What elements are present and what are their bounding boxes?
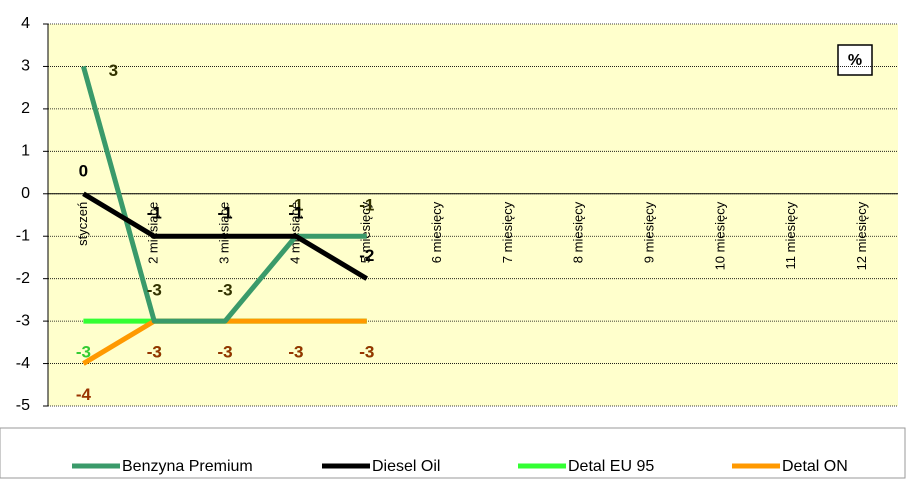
series-line bbox=[82, 191, 369, 281]
legend-label: Detal EU 95 bbox=[568, 458, 654, 475]
data-label: -3 bbox=[288, 343, 303, 362]
data-label: -2 bbox=[359, 246, 374, 265]
legend-box bbox=[0, 427, 906, 479]
y-tick-label: 0 bbox=[21, 185, 30, 202]
y-tick-label: -2 bbox=[16, 270, 30, 287]
data-label: -1 bbox=[359, 196, 374, 215]
x-tick-label: 5 miesięcy bbox=[358, 201, 373, 263]
data-label: -3 bbox=[76, 343, 91, 362]
x-tick-label: 11 miesięcy bbox=[783, 201, 798, 269]
x-tick-label: 12 miesięcy bbox=[854, 201, 869, 270]
legend-label: Benzyna Premium bbox=[122, 458, 253, 475]
y-tick-label: 1 bbox=[21, 143, 30, 160]
legend-label: Diesel Oil bbox=[372, 458, 440, 475]
data-label: -1 bbox=[147, 204, 162, 223]
unit-label: % bbox=[848, 52, 862, 69]
data-label: -3 bbox=[218, 343, 233, 362]
x-tick-label: 4 miesiące bbox=[287, 202, 302, 264]
x-tick-label: 10 miesięcy bbox=[712, 201, 727, 270]
data-label: -3 bbox=[147, 281, 162, 300]
data-label: -1 bbox=[218, 204, 233, 223]
y-tick-label: 3 bbox=[21, 58, 30, 75]
data-label: -1 bbox=[288, 204, 303, 223]
y-tick-label: -5 bbox=[16, 397, 30, 414]
y-tick-label: -4 bbox=[16, 355, 30, 372]
y-tick-label: -1 bbox=[16, 227, 30, 244]
x-tick-label: styczeń bbox=[75, 202, 90, 246]
data-label: -3 bbox=[218, 343, 233, 362]
unit-box bbox=[837, 44, 873, 76]
x-tick-label: 7 miesięcy bbox=[500, 201, 515, 263]
x-tick-label: 3 miesiące bbox=[217, 202, 232, 264]
data-label: -1 bbox=[288, 196, 303, 215]
data-label: 0 bbox=[79, 161, 88, 180]
data-label: 3 bbox=[109, 61, 118, 80]
data-label: -3 bbox=[359, 343, 374, 362]
data-label: -3 bbox=[147, 343, 162, 362]
data-label: -4 bbox=[76, 385, 92, 404]
data-label: -3 bbox=[288, 343, 303, 362]
legend-label: Detal ON bbox=[782, 458, 848, 475]
y-tick-label: -3 bbox=[16, 312, 30, 329]
data-label: -3 bbox=[147, 343, 162, 362]
x-tick-label: 9 miesięcy bbox=[642, 201, 657, 263]
y-tick-label: 4 bbox=[21, 15, 30, 32]
series-line bbox=[81, 65, 367, 324]
x-tick-label: 8 miesięcy bbox=[571, 201, 586, 263]
y-tick-label: 2 bbox=[21, 100, 30, 117]
data-label: -3 bbox=[218, 281, 233, 300]
data-label: -3 bbox=[359, 343, 374, 362]
x-tick-label: 6 miesięcy bbox=[429, 201, 444, 263]
plot-area bbox=[48, 24, 898, 406]
